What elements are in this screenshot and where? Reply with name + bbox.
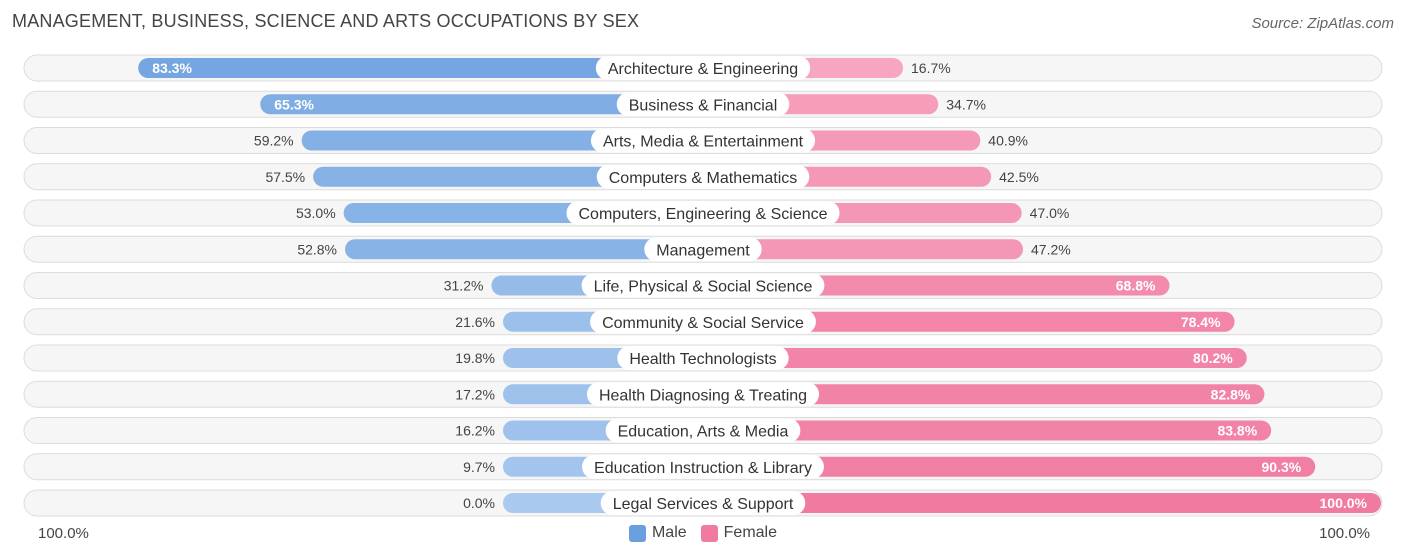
category-label: Business & Financial [629, 97, 778, 114]
male-bar [260, 94, 703, 115]
source-note: Source: ZipAtlas.com [1251, 15, 1394, 32]
female-value-label: 100.0% [1320, 495, 1368, 511]
female-bar [703, 456, 1316, 477]
male-value-label: 31.2% [444, 278, 484, 294]
category-label-pill [605, 418, 801, 443]
male-value-label: 21.6% [455, 314, 495, 330]
legend-item-male: Male [628, 524, 687, 542]
category-label: Arts, Media & Entertainment [603, 134, 804, 151]
male-value-label: 52.8% [297, 241, 337, 257]
category-label-pill [586, 382, 820, 407]
male-bar [345, 239, 703, 260]
male-value-label: 65.3% [274, 96, 314, 112]
category-label: Computers, Engineering & Science [578, 206, 827, 223]
female-value-label: 42.5% [999, 169, 1039, 185]
male-swatch [628, 524, 646, 542]
category-label: Architecture & Engineering [608, 61, 798, 78]
male-value-label: 17.2% [455, 386, 495, 402]
category-label: Education Instruction & Library [594, 460, 812, 477]
female-value-label: 83.8% [1217, 423, 1257, 439]
diverging-bar-chart: 83.3% 16.7% Architecture & Engineering 65.3… [23, 54, 1383, 517]
category-label: Community & Social Service [602, 315, 804, 332]
chart-row: 19.8% 80.2% Health Technologists [23, 344, 1383, 372]
female-value-label: 80.2% [1193, 350, 1233, 366]
male-value-label: 0.0% [463, 495, 495, 511]
category-label-pill [596, 164, 810, 189]
legend: Male Female [0, 524, 1406, 542]
legend-male-label: Male [651, 524, 687, 541]
category-label: Health Diagnosing & Treating [599, 387, 807, 404]
chart-row: 0.0% 100.0% Legal Services & Support [23, 489, 1383, 517]
category-label: Health Technologists [629, 351, 776, 368]
category-label-pill [582, 454, 824, 479]
female-value-label: 34.7% [946, 96, 986, 112]
category-label-pill [600, 491, 806, 515]
category-label-pill [566, 201, 840, 225]
male-value-label: 19.8% [455, 350, 495, 366]
male-value-label: 53.0% [296, 205, 336, 221]
male-value-label: 16.2% [455, 423, 495, 439]
category-label-pill [590, 128, 816, 153]
male-value-label: 83.3% [152, 60, 192, 76]
category-label-pill [590, 309, 816, 334]
male-value-label: 9.7% [463, 459, 495, 475]
chart-row: 57.5% 42.5% Computers & Mathematics [23, 163, 1383, 191]
category-label: Life, Physical & Social Science [594, 279, 813, 296]
female-value-label: 68.8% [1116, 278, 1156, 294]
chart-row: 9.7% 90.3% Education Instruction & Library [23, 453, 1383, 481]
female-bar [703, 493, 1381, 513]
category-label-pill [581, 273, 825, 298]
female-value-label: 90.3% [1262, 459, 1302, 475]
category-label: Computers & Mathematics [609, 170, 798, 187]
female-value-label: 78.4% [1181, 314, 1221, 330]
axis-left-label: 100.0% [38, 525, 89, 542]
chart-row: 83.3% 16.7% Architecture & Engineering [23, 54, 1383, 82]
chart-row: 59.2% 40.9% Arts, Media & Entertainment [23, 127, 1383, 154]
female-value-label: 16.7% [911, 60, 951, 76]
female-value-label: 40.9% [988, 133, 1028, 149]
chart-row: 17.2% 82.8% Health Diagnosing & Treating [23, 380, 1383, 408]
category-label: Education, Arts & Media [618, 424, 789, 441]
female-bar [703, 348, 1247, 368]
female-swatch [700, 524, 718, 542]
chart-row: 31.2% 68.8% Life, Physical & Social Scienc… [23, 272, 1383, 299]
female-value-label: 82.8% [1211, 386, 1251, 402]
male-value-label: 59.2% [254, 133, 294, 149]
male-value-label: 57.5% [265, 169, 305, 185]
chart-row: 65.3% 34.7% Business & Financial [23, 90, 1383, 118]
female-value-label: 47.0% [1030, 205, 1070, 221]
axis-right-label: 100.0% [1319, 525, 1370, 542]
chart-row: 21.6% 78.4% Community & Social Service [23, 308, 1383, 336]
male-bar [138, 58, 703, 78]
chart-row: 16.2% 83.8% Education, Arts & Media [23, 417, 1383, 444]
category-label-pill [595, 56, 811, 80]
female-bar [703, 384, 1265, 405]
category-label-pill [617, 346, 789, 370]
female-bar [703, 311, 1235, 332]
category-label-pill [616, 92, 790, 117]
female-bar [703, 420, 1272, 441]
female-value-label: 47.2% [1031, 241, 1071, 257]
category-label-pill [644, 237, 762, 262]
legend-item-female: Female [700, 524, 778, 542]
female-bar [703, 239, 1024, 260]
chart-row: 53.0% 47.0% Computers, Engineering & Scien… [23, 199, 1383, 227]
category-label: Legal Services & Support [613, 496, 794, 513]
chart-row: 52.8% 47.2% Management [23, 235, 1383, 263]
chart-title: MANAGEMENT, BUSINESS, SCIENCE AND ARTS O… [12, 11, 640, 31]
legend-female-label: Female [723, 524, 778, 541]
category-label: Management [656, 242, 750, 259]
